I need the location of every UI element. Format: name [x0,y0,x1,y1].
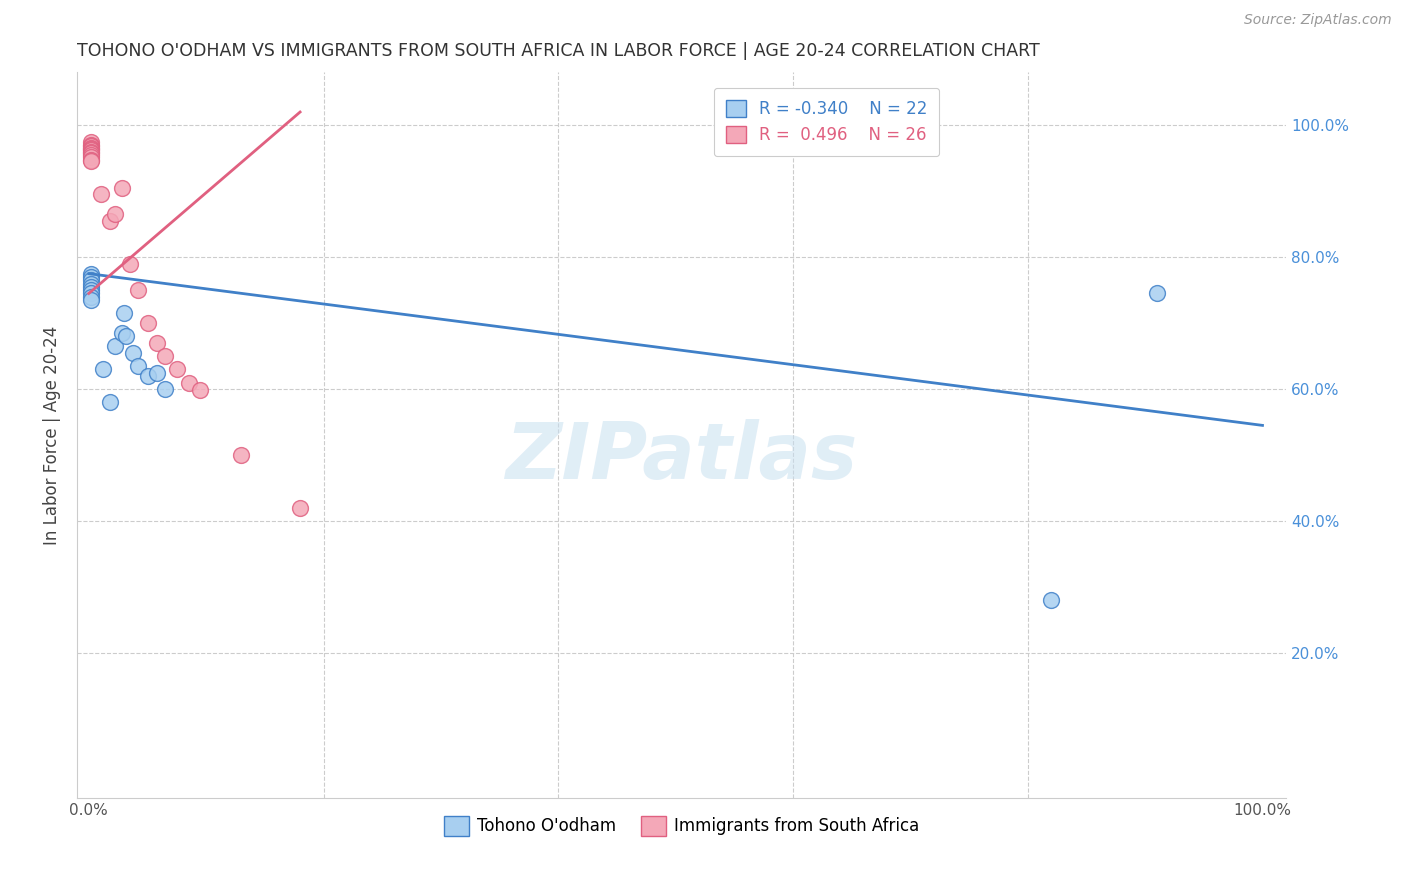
Point [80,283,103,297]
Point [98,395,121,409]
Point [1040,593,1063,607]
Text: ZIPatlas: ZIPatlas [505,419,858,495]
Point [80,290,103,304]
Point [80,138,103,153]
Point [80,135,103,149]
Point [111,326,134,340]
Point [177,376,200,390]
Point [80,277,103,291]
Point [1146,286,1168,301]
Point [80,273,103,287]
Point [80,141,103,155]
Point [80,145,103,160]
Point [80,267,103,281]
Point [136,368,159,383]
Point [122,346,145,360]
Point [80,269,103,284]
Point [188,384,211,398]
Point [80,143,103,157]
Text: TOHONO O'ODHAM VS IMMIGRANTS FROM SOUTH AFRICA IN LABOR FORCE | AGE 20-24 CORREL: TOHONO O'ODHAM VS IMMIGRANTS FROM SOUTH … [77,42,1040,60]
Point [80,148,103,162]
Point [104,207,127,221]
Point [231,448,253,462]
Point [80,293,103,307]
Point [80,154,103,169]
Point [98,214,121,228]
Point [146,366,169,380]
Point [104,339,127,353]
Point [80,142,103,156]
Point [153,382,176,396]
Point [80,153,103,167]
Point [111,181,134,195]
Point [112,306,135,320]
Point [166,362,188,376]
Point [153,349,176,363]
Point [146,335,169,350]
Point [80,286,103,301]
Point [288,500,311,515]
Point [91,362,114,376]
Point [118,257,141,271]
Legend: Tohono O'odham, Immigrants from South Africa: Tohono O'odham, Immigrants from South Af… [436,807,928,844]
Point [127,283,149,297]
Point [115,329,138,343]
Point [127,359,149,373]
Y-axis label: In Labor Force | Age 20-24: In Labor Force | Age 20-24 [44,326,60,545]
Point [90,187,112,202]
Point [80,280,103,294]
Point [80,145,103,159]
Point [136,316,159,330]
Point [80,139,103,153]
Point [80,150,103,164]
Text: Source: ZipAtlas.com: Source: ZipAtlas.com [1244,13,1392,28]
